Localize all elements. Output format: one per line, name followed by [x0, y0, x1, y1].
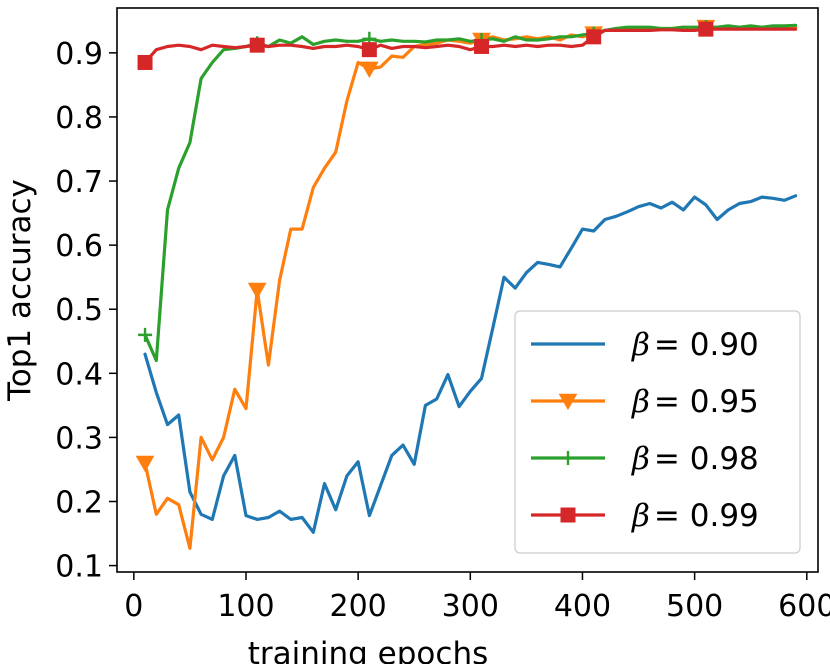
x-tick-label: 100	[217, 589, 274, 624]
plot-frame	[116, 7, 819, 573]
series-3-marker	[586, 29, 602, 45]
legend-beta-symbol: β	[631, 498, 650, 534]
y-tick-label: 0.5	[55, 293, 103, 328]
x-tick-label: 500	[666, 589, 723, 624]
legend-beta-symbol: β	[631, 327, 650, 363]
series-3-marker	[698, 21, 714, 37]
plot-markers-group	[135, 19, 716, 473]
legend: β = 0.90β = 0.95β = 0.98β = 0.99	[514, 310, 801, 554]
legend-marker-1	[558, 393, 578, 411]
axis-ticks-group: 0 100 200 300 400 500 600 0.1 0.2 0.3 0.4 0.5 0.6 0.7…	[55, 37, 830, 624]
y-tick-label: 0.6	[55, 229, 103, 264]
series-3-marker	[249, 37, 265, 53]
series-1-marker	[247, 282, 267, 300]
x-tick-label: 0	[124, 589, 143, 624]
y-axis-label-group: Top1 accuracy	[2, 179, 38, 402]
legend-beta-value: = 0.90	[654, 327, 759, 363]
y-tick-label: 0.9	[55, 37, 103, 72]
y-tick-label: 0.3	[55, 421, 103, 456]
x-tick-label: 300	[442, 589, 499, 624]
series-3-marker	[361, 42, 377, 58]
series-3-marker	[474, 38, 490, 54]
legend-beta-symbol: β	[631, 441, 650, 477]
legend-label-1: β = 0.95	[631, 384, 759, 420]
x-tick-label: 200	[330, 589, 387, 624]
series-line-0	[143, 194, 798, 534]
series-line-2	[143, 23, 798, 363]
y-tick-label: 0.8	[55, 101, 103, 136]
y-tick-label: 0.1	[55, 550, 103, 585]
legend-label-3: β = 0.99	[631, 498, 759, 534]
legend-marker-2	[561, 451, 575, 465]
legend-beta-symbol: β	[631, 384, 650, 420]
legend-beta-value: = 0.99	[654, 498, 759, 534]
series-2-marker	[138, 327, 153, 342]
legend-label-0: β = 0.90	[631, 327, 759, 363]
x-tick-label: 600	[778, 589, 830, 624]
y-tick-label: 0.7	[55, 165, 103, 200]
legend-beta-value: = 0.95	[654, 384, 759, 420]
series-1-marker	[135, 455, 155, 473]
y-axis-label: Top1 accuracy	[2, 179, 38, 402]
x-axis-label: training epochs	[248, 636, 489, 664]
legend-label-2: β = 0.98	[631, 441, 759, 477]
legend-box	[514, 310, 801, 554]
legend-beta-value: = 0.98	[654, 441, 759, 477]
x-tick-label: 400	[554, 589, 611, 624]
y-tick-label: 0.2	[55, 486, 103, 521]
series-3-marker	[137, 54, 153, 70]
series-line-3	[143, 27, 798, 65]
series-1-marker	[359, 61, 379, 78]
legend-marker-3	[560, 507, 576, 523]
y-tick-label: 0.4	[55, 357, 103, 392]
